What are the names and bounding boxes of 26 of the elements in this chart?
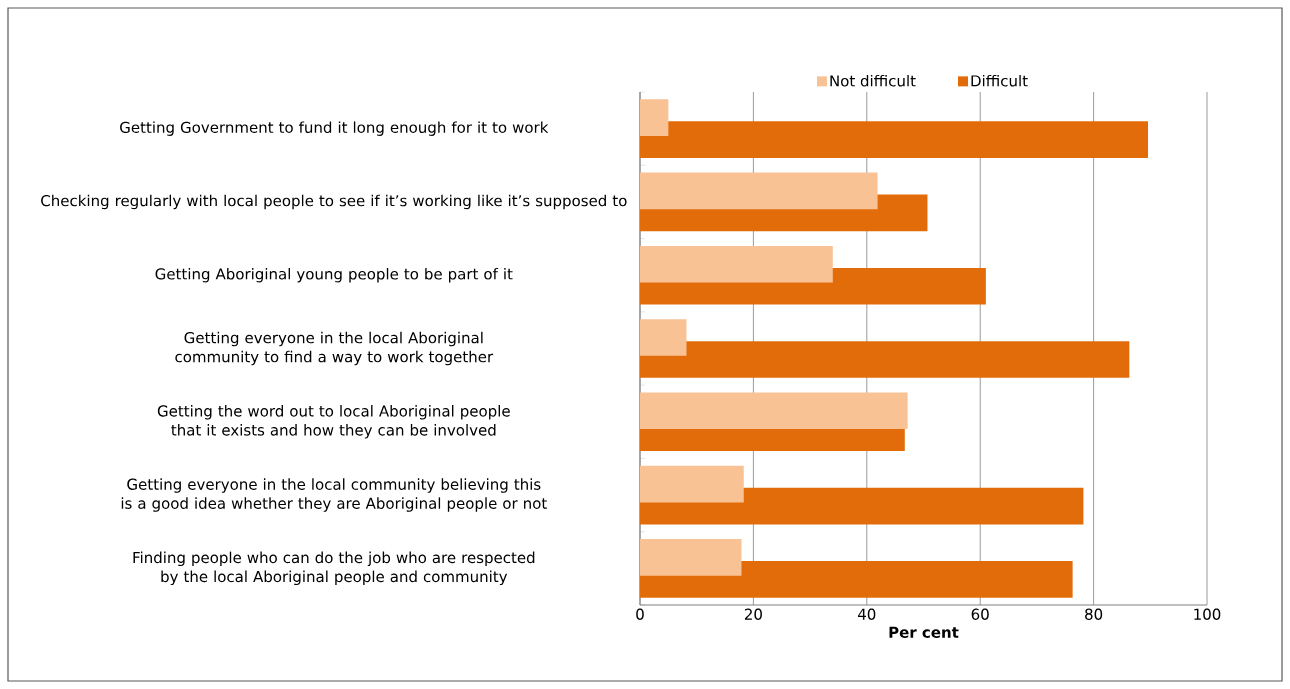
x-tick-label: 20 (744, 608, 762, 620)
bar (640, 121, 1149, 158)
bar (640, 561, 1073, 598)
bar (640, 99, 669, 136)
y-tick-label: Getting everyone in the local community believing this is a good idea whether they are Aboriginal people or not (121, 478, 547, 512)
x-tick-label: 0 (636, 608, 644, 620)
y-tick-label: Checking regularly with local people to see if it’s working like it’s supposed to (41, 194, 627, 210)
bar (640, 465, 744, 503)
bar (640, 245, 833, 283)
bar (640, 539, 742, 576)
y-tick-label: Getting everyone in the local Aboriginal community to find a way to work together (175, 331, 494, 366)
x-tick-label: 60 (971, 608, 989, 620)
bar (640, 392, 908, 430)
bar (640, 319, 687, 356)
y-tick-label: Getting the word out to local Aboriginal people that it exists and how they can be involved (157, 405, 510, 439)
legend-label: Difficult (971, 74, 1028, 87)
x-tick-label: 40 (858, 608, 876, 620)
bar (640, 172, 878, 210)
x-tick-label: 100 (1194, 608, 1221, 620)
x-tick-label: 80 (1085, 608, 1103, 620)
legend-label: Not difficult (830, 74, 916, 87)
bar (640, 341, 1130, 378)
y-tick-label: Finding people who can do the job who are respected by the local Aboriginal people and community (133, 551, 535, 586)
y-tick-label: Getting Government to fund it long enough for it to work (120, 121, 549, 136)
x-axis-title: Per cent (889, 626, 959, 638)
y-tick-label: Getting Aboriginal young people to be part of it (155, 267, 513, 283)
